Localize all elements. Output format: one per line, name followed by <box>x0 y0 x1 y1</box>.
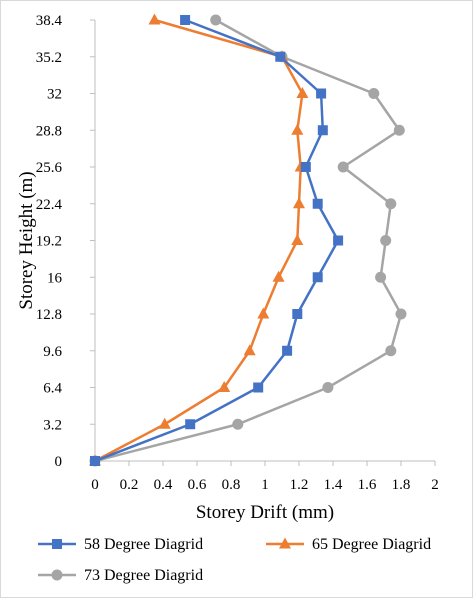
legend-label: 73 Degree Diagrid <box>84 567 203 584</box>
legend-marker <box>279 537 291 549</box>
x-tick-label: 2 <box>431 477 439 493</box>
y-tick-label: 35.2 <box>36 50 62 66</box>
legend-label: 58 Degree Diagrid <box>84 536 203 553</box>
data-point <box>316 88 327 99</box>
data-point <box>333 235 344 246</box>
legend-item: 65 Degree Diagrid <box>266 536 431 553</box>
x-tick-label: 0 <box>91 477 99 493</box>
series-square <box>90 15 344 466</box>
y-tick-label: 16 <box>47 270 63 286</box>
y-tick-label: 9.6 <box>43 344 62 360</box>
data-point <box>395 308 407 320</box>
x-tick-label: 0.8 <box>222 477 241 493</box>
axes: 0 3.2 6.4 9.6 12.8 16 19.2 22.4 25.6 28.8 32 35.2 38… <box>36 13 439 493</box>
legend-marker <box>51 569 63 581</box>
legend: 58 Degree Diagrid 65 Degree Diagrid 73 Deg… <box>38 536 431 584</box>
x-tick-label: 1.2 <box>290 477 309 493</box>
data-point <box>300 162 311 172</box>
y-tick-label: 38.4 <box>36 13 63 29</box>
data-point <box>232 418 244 430</box>
data-point <box>90 456 100 466</box>
data-point <box>322 382 334 393</box>
legend-marker <box>52 539 62 549</box>
data-point <box>282 345 293 356</box>
data-point <box>218 381 231 392</box>
data-point <box>296 87 309 98</box>
data-point <box>291 234 304 245</box>
y-tick-label: 28.8 <box>36 123 62 139</box>
data-point <box>385 198 397 210</box>
legend-item: 58 Degree Diagrid <box>38 536 203 553</box>
y-tick-label: 22.4 <box>36 197 63 213</box>
y-axis-title: Storey Height (m) <box>16 171 37 309</box>
data-point <box>180 15 191 25</box>
data-point <box>148 13 161 25</box>
data-point <box>292 309 303 319</box>
x-tick-label: 1.4 <box>324 477 343 493</box>
y-tick-label: 6.4 <box>43 381 62 397</box>
y-tick-label: 32 <box>47 87 62 103</box>
x-tick-label: 0.4 <box>154 477 173 493</box>
x-tick-label: 1 <box>261 477 269 493</box>
data-point <box>385 345 397 357</box>
data-point <box>293 197 305 209</box>
y-tick-label: 25.6 <box>36 160 63 176</box>
data-point <box>337 161 349 173</box>
data-point <box>253 382 264 393</box>
data-point <box>375 271 387 283</box>
data-point <box>257 307 270 319</box>
series-circle <box>89 14 407 467</box>
x-tick-label: 1.6 <box>358 477 377 493</box>
data-point <box>393 124 405 136</box>
y-tick-label: 0 <box>55 454 63 470</box>
data-point <box>312 198 323 209</box>
x-tick-label: 1.8 <box>392 477 411 493</box>
data-point <box>317 125 328 136</box>
data-point <box>272 270 285 282</box>
data-point <box>312 272 323 283</box>
y-tick-label: 12.8 <box>36 307 62 323</box>
legend-label: 65 Degree Diagrid <box>312 536 431 553</box>
y-tick-label: 19.2 <box>36 234 62 250</box>
data-point <box>275 51 286 62</box>
x-tick-label: 0.6 <box>188 477 207 493</box>
data-point <box>158 417 171 429</box>
y-tick-label: 3.2 <box>43 417 62 433</box>
x-tick-label: 0.2 <box>120 477 139 493</box>
series-layer <box>89 13 407 467</box>
data-point <box>210 14 222 26</box>
data-point <box>243 344 256 356</box>
data-point <box>185 419 196 430</box>
x-axis-title: Storey Drift (mm) <box>196 502 334 523</box>
legend-item: 73 Degree Diagrid <box>38 567 203 584</box>
data-point <box>291 123 304 135</box>
data-point <box>380 235 392 246</box>
data-point <box>368 88 380 99</box>
